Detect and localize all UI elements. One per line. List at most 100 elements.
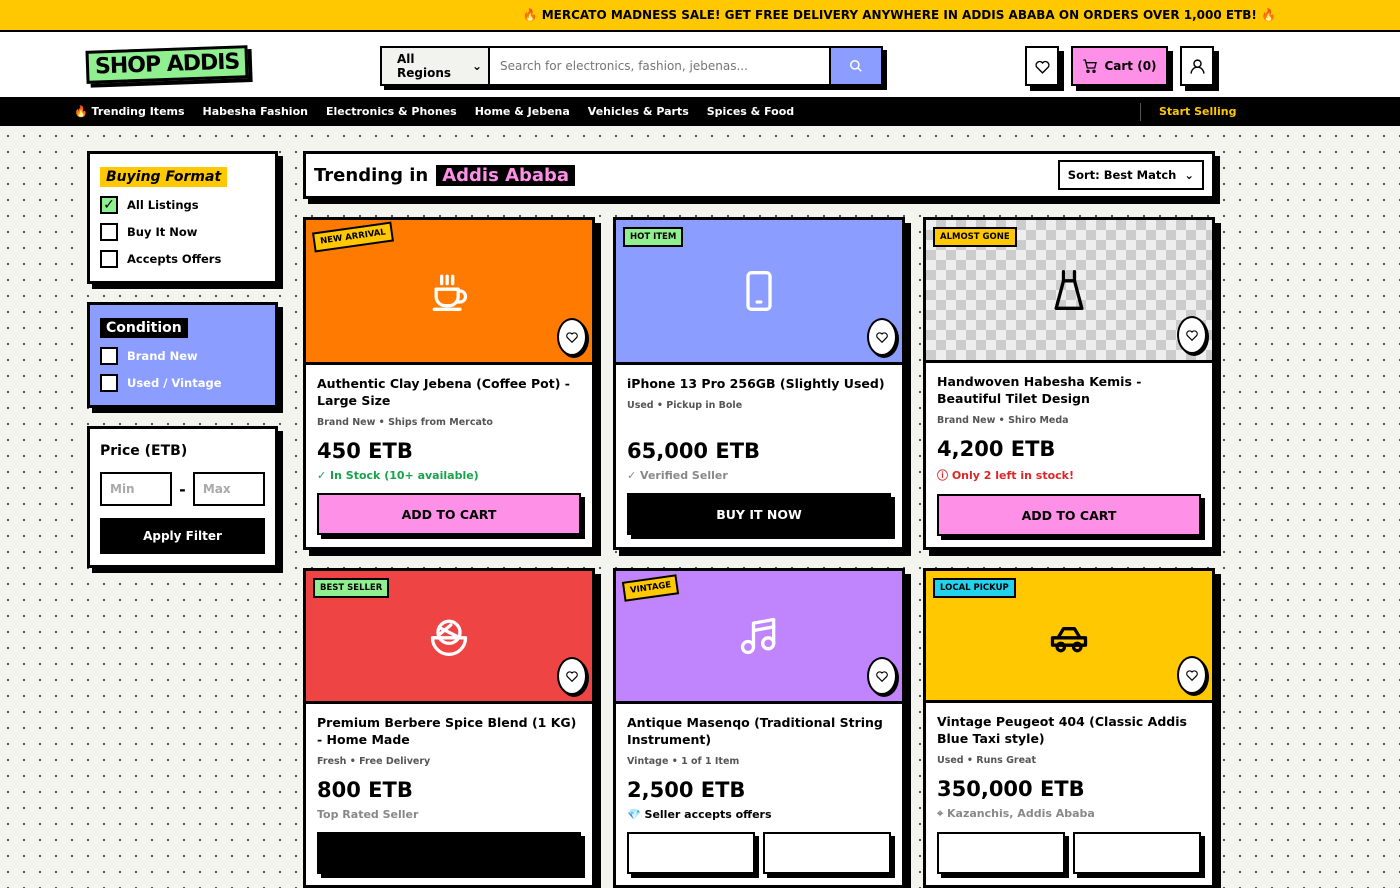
product-price: 350,000 ETB bbox=[937, 777, 1085, 801]
product-meta: Used • Runs Great bbox=[937, 755, 1036, 766]
sort-select[interactable]: Sort: Best Match ⌄ bbox=[1057, 160, 1204, 190]
account-button[interactable] bbox=[1180, 46, 1214, 86]
card-action-button[interactable]: ADD TO CART bbox=[937, 494, 1201, 536]
buying-format-panel: Buying Format ✓ All Listings Buy It Now A… bbox=[87, 151, 278, 284]
checkbox-checked[interactable]: ✓ bbox=[100, 196, 118, 214]
heart-icon bbox=[876, 671, 888, 683]
product-image[interactable]: BEST SELLER bbox=[306, 571, 592, 704]
product-title[interactable]: Antique Masenqo (Traditional String Inst… bbox=[627, 715, 883, 747]
product-price: 2,500 ETB bbox=[627, 778, 746, 802]
product-status: ✓ Verified Seller bbox=[627, 469, 728, 482]
product-card[interactable]: NEW ARRIVAL Authentic Clay Jebena (Coffe… bbox=[303, 217, 595, 550]
card-action-button[interactable] bbox=[937, 832, 1065, 874]
user-icon bbox=[1189, 58, 1205, 74]
card-action-button[interactable] bbox=[763, 832, 891, 874]
product-price: 4,200 ETB bbox=[937, 437, 1056, 461]
phone-icon bbox=[746, 271, 772, 311]
wishlist-button[interactable] bbox=[1025, 46, 1059, 86]
product-image[interactable]: ALMOST GONE bbox=[926, 220, 1212, 363]
bowl-icon bbox=[430, 619, 468, 656]
product-status: Top Rated Seller bbox=[317, 808, 419, 821]
option-brand-new[interactable]: Brand New bbox=[100, 347, 265, 365]
price-panel: Price (ETB) Min - Max Apply Filter bbox=[87, 426, 278, 568]
product-card[interactable]: ALMOST GONE Handwoven Habesha Kemis - Be… bbox=[923, 217, 1215, 550]
promo-banner: 🔥 MERCATO MADNESS SALE! GET FREE DELIVER… bbox=[0, 0, 1400, 32]
region-select[interactable]: All Regions ⌄ bbox=[382, 48, 490, 84]
heart-icon bbox=[876, 332, 888, 344]
cart-icon bbox=[1083, 59, 1098, 73]
product-badge: ALMOST GONE bbox=[933, 227, 1017, 247]
nav-electronics[interactable]: Electronics & Phones bbox=[325, 105, 457, 118]
city-highlight: Addis Ababa bbox=[436, 164, 576, 186]
product-badge: BEST SELLER bbox=[313, 578, 390, 598]
product-badge: NEW ARRIVAL bbox=[311, 221, 395, 253]
search-icon bbox=[850, 60, 862, 72]
favorite-button[interactable] bbox=[867, 657, 897, 695]
favorite-button[interactable] bbox=[557, 657, 587, 695]
category-nav: 🔥 Trending Items Habesha Fashion Electro… bbox=[0, 97, 1400, 126]
product-image[interactable]: NEW ARRIVAL bbox=[306, 220, 592, 365]
product-image[interactable]: VINTAGE bbox=[616, 571, 902, 704]
product-price: 450 ETB bbox=[317, 439, 413, 463]
product-title[interactable]: Vintage Peugeot 404 (Classic Addis Blue … bbox=[937, 714, 1187, 746]
nav-trending[interactable]: 🔥 Trending Items bbox=[74, 105, 185, 118]
product-card[interactable]: LOCAL PICKUP Vintage Peugeot 404 (Classi… bbox=[923, 568, 1215, 888]
region-label: All Regions bbox=[397, 52, 452, 80]
favorite-button[interactable] bbox=[1177, 316, 1207, 354]
product-image[interactable]: LOCAL PICKUP bbox=[926, 571, 1212, 703]
nav-habesha-fashion[interactable]: Habesha Fashion bbox=[202, 105, 308, 118]
option-all-listings[interactable]: ✓ All Listings bbox=[100, 196, 265, 214]
chevron-down-icon: ⌄ bbox=[1184, 168, 1194, 182]
option-used-vintage[interactable]: Used / Vintage bbox=[100, 374, 265, 392]
nav-spices-food[interactable]: Spices & Food bbox=[706, 105, 795, 118]
checkbox[interactable] bbox=[100, 250, 118, 268]
card-action-button[interactable] bbox=[317, 832, 581, 874]
buying-format-title: Buying Format bbox=[100, 167, 228, 187]
product-badge: VINTAGE bbox=[621, 574, 680, 602]
option-accepts-offers[interactable]: Accepts Offers bbox=[100, 250, 265, 268]
product-title[interactable]: Handwoven Habesha Kemis - Beautiful Tile… bbox=[937, 374, 1142, 406]
option-buy-it-now[interactable]: Buy It Now bbox=[100, 223, 265, 241]
apply-filter-button[interactable]: Apply Filter bbox=[100, 518, 265, 554]
search-input[interactable] bbox=[490, 48, 829, 84]
favorite-button[interactable] bbox=[557, 318, 587, 356]
nav-vehicles[interactable]: Vehicles & Parts bbox=[587, 105, 689, 118]
product-meta: Used • Pickup in Bole bbox=[627, 400, 743, 411]
min-price-input[interactable]: Min bbox=[100, 472, 173, 506]
product-title[interactable]: iPhone 13 Pro 256GB (Slightly Used) bbox=[627, 376, 885, 391]
card-action-button[interactable]: BUY IT NOW bbox=[627, 493, 891, 535]
max-price-input[interactable]: Max bbox=[192, 472, 265, 506]
cart-label: Cart (0) bbox=[1104, 59, 1157, 73]
checkbox[interactable] bbox=[100, 374, 118, 392]
option-label: Used / Vintage bbox=[127, 376, 222, 390]
search-button[interactable] bbox=[829, 48, 881, 84]
product-status: ✓ In Stock (10+ available) bbox=[317, 469, 479, 482]
option-label: Brand New bbox=[127, 349, 198, 363]
coffee-cup-icon bbox=[432, 274, 468, 311]
checkbox[interactable] bbox=[100, 347, 118, 365]
card-action-button[interactable] bbox=[1073, 832, 1201, 874]
checkbox[interactable] bbox=[100, 223, 118, 241]
results-header: Trending in Addis Ababa Sort: Best Match… bbox=[303, 151, 1215, 199]
product-card[interactable]: VINTAGE Antique Masenqo (Traditional Str… bbox=[613, 568, 905, 888]
option-label: Accepts Offers bbox=[127, 252, 222, 266]
card-action-button[interactable]: ADD TO CART bbox=[317, 493, 581, 535]
condition-panel: Condition Brand New Used / Vintage bbox=[87, 302, 278, 408]
product-price: 800 ETB bbox=[317, 778, 413, 802]
nav-home-jebena[interactable]: Home & Jebena bbox=[474, 105, 570, 118]
option-label: All Listings bbox=[127, 198, 199, 212]
cart-button[interactable]: Cart (0) bbox=[1071, 46, 1168, 86]
favorite-button[interactable] bbox=[867, 318, 897, 356]
product-card[interactable]: BEST SELLER Premium Berbere Spice Blend … bbox=[303, 568, 595, 888]
product-title[interactable]: Authentic Clay Jebena (Coffee Pot) - Lar… bbox=[317, 376, 570, 408]
heart-icon bbox=[1034, 60, 1050, 74]
start-selling-link[interactable]: Start Selling bbox=[1140, 102, 1237, 121]
heart-icon bbox=[1186, 330, 1198, 342]
dress-icon bbox=[1054, 270, 1084, 310]
product-card[interactable]: HOT ITEM iPhone 13 Pro 256GB (Slightly U… bbox=[613, 217, 905, 550]
product-title[interactable]: Premium Berbere Spice Blend (1 KG) - Hom… bbox=[317, 715, 577, 747]
product-image[interactable]: HOT ITEM bbox=[616, 220, 902, 365]
card-action-button[interactable] bbox=[627, 832, 755, 874]
favorite-button[interactable] bbox=[1177, 656, 1207, 694]
logo[interactable]: SHOP ADDIS bbox=[85, 45, 249, 84]
